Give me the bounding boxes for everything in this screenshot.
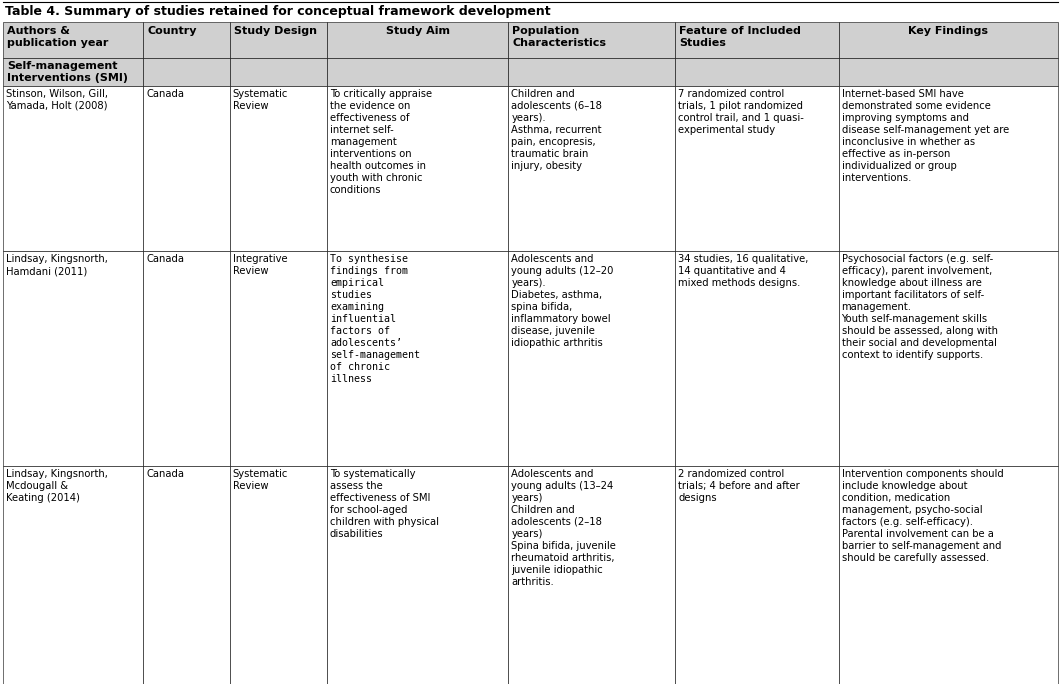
Text: 2 randomized control
trials; 4 before and after
designs: 2 randomized control trials; 4 before an… [678, 469, 800, 503]
Bar [327, 22, 508, 58]
Bar [508, 86, 675, 251]
Text: Canada: Canada [146, 89, 185, 99]
Bar [508, 22, 675, 58]
Bar [230, 86, 327, 251]
Bar [508, 58, 675, 86]
Bar [230, 251, 327, 466]
Text: Study Design: Study Design [233, 26, 317, 36]
Text: Canada: Canada [146, 254, 185, 264]
Bar [230, 22, 327, 58]
Bar [508, 466, 675, 684]
Text: Systematic
Review: Systematic Review [232, 89, 289, 111]
Bar [838, 251, 1058, 466]
Bar [675, 466, 838, 684]
Text: Adolescents and
young adults (12–20
years).
Diabetes, asthma,
spina bifida,
infl: Adolescents and young adults (12–20 year… [511, 254, 613, 348]
Bar [327, 251, 508, 466]
Bar [508, 251, 675, 466]
Text: Table 4. Summary of studies retained for conceptual framework development: Table 4. Summary of studies retained for… [5, 5, 551, 18]
Text: Integrative
Review: Integrative Review [232, 254, 288, 276]
Bar [3, 251, 143, 466]
Text: Psychosocial factors (e.g. self-
efficacy), parent involvement,
knowledge about : Psychosocial factors (e.g. self- efficac… [841, 254, 997, 360]
Bar [675, 86, 838, 251]
Text: Canada: Canada [146, 469, 185, 479]
Bar [3, 466, 143, 684]
Text: Feature of Included
Studies: Feature of Included Studies [679, 26, 801, 48]
Text: Population
Characteristics: Population Characteristics [512, 26, 606, 48]
Bar [675, 251, 838, 466]
Bar [143, 86, 230, 251]
Bar [143, 58, 230, 86]
Bar [143, 22, 230, 58]
Bar [675, 22, 838, 58]
Text: Stinson, Wilson, Gill,
Yamada, Holt (2008): Stinson, Wilson, Gill, Yamada, Holt (200… [6, 89, 108, 111]
Bar [838, 22, 1058, 58]
Bar [327, 86, 508, 251]
Bar [675, 58, 838, 86]
Text: To systematically
assess the
effectiveness of SMI
for school-aged
children with : To systematically assess the effectivene… [330, 469, 439, 539]
Bar [143, 251, 230, 466]
Text: To critically appraise
the evidence on
effectiveness of
internet self-
managemen: To critically appraise the evidence on e… [330, 89, 432, 195]
Text: Country: Country [147, 26, 196, 36]
Text: To synthesise
findings from
empirical
studies
examining
influential
factors of
a: To synthesise findings from empirical st… [330, 254, 420, 384]
Text: Study Aim: Study Aim [385, 26, 450, 36]
Text: Lindsay, Kingsnorth,
Hamdani (2011): Lindsay, Kingsnorth, Hamdani (2011) [6, 254, 108, 276]
Text: 7 randomized control
trials, 1 pilot randomized
control trail, and 1 quasi-
expe: 7 randomized control trials, 1 pilot ran… [678, 89, 804, 135]
Text: Authors &
publication year: Authors & publication year [7, 26, 108, 48]
Bar [230, 466, 327, 684]
Bar [838, 466, 1058, 684]
Text: Adolescents and
young adults (13–24
years)
Children and
adolescents (2–18
years): Adolescents and young adults (13–24 year… [511, 469, 616, 587]
Text: Lindsay, Kingsnorth,
Mcdougall &
Keating (2014): Lindsay, Kingsnorth, Mcdougall & Keating… [6, 469, 108, 503]
Text: Self-management
Interventions (SMI): Self-management Interventions (SMI) [7, 61, 128, 83]
Text: Key Findings: Key Findings [908, 26, 988, 36]
Bar [838, 58, 1058, 86]
Bar [3, 22, 143, 58]
Bar [230, 58, 327, 86]
Bar [143, 466, 230, 684]
Bar [3, 58, 143, 86]
Text: Children and
adolescents (6–18
years).
Asthma, recurrent
pain, encopresis,
traum: Children and adolescents (6–18 years). A… [511, 89, 603, 171]
Text: Systematic
Review: Systematic Review [232, 469, 289, 491]
Text: Intervention components should
include knowledge about
condition, medication
man: Intervention components should include k… [841, 469, 1004, 563]
Text: Internet-based SMI have
demonstrated some evidence
improving symptoms and
diseas: Internet-based SMI have demonstrated som… [841, 89, 1009, 183]
Text: 34 studies, 16 qualitative,
14 quantitative and 4
mixed methods designs.: 34 studies, 16 qualitative, 14 quantitat… [678, 254, 808, 288]
Bar [327, 466, 508, 684]
Bar [3, 86, 143, 251]
Bar [838, 86, 1058, 251]
Bar [327, 58, 508, 86]
